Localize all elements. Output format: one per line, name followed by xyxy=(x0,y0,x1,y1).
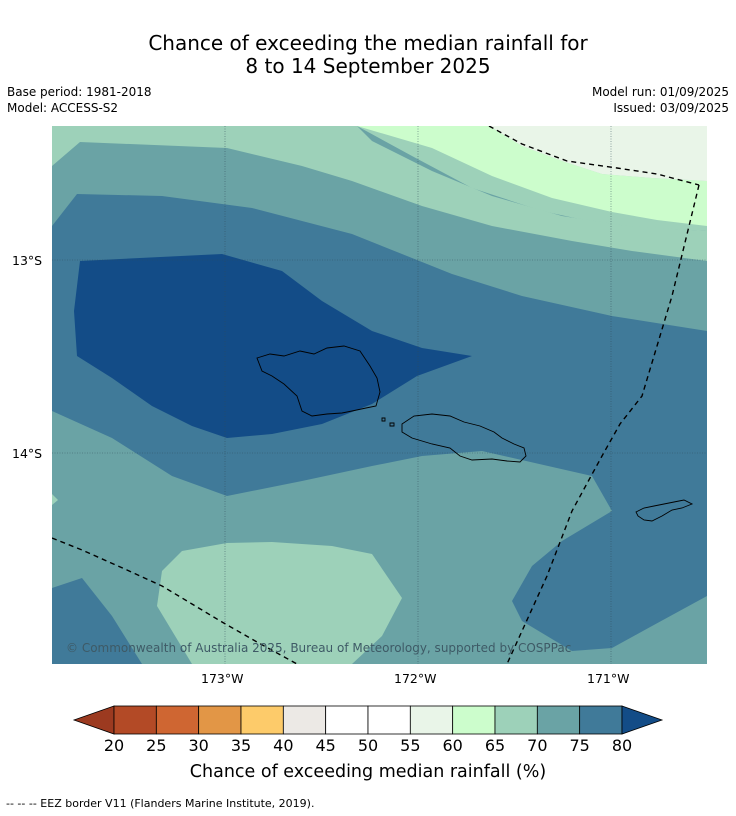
colorbar-extend-high xyxy=(621,705,664,735)
model-run: Model run: 01/09/2025 xyxy=(591,85,729,99)
lon-label-173w: 173°W xyxy=(201,671,244,686)
colorbar-cell xyxy=(240,705,284,735)
base-period: Base period: 1981-2018 xyxy=(7,85,152,99)
map-title-line2: 8 to 14 September 2025 xyxy=(245,54,491,78)
colorbar xyxy=(72,705,664,735)
copyright-notice: © Commonwealth of Australia 2025, Bureau… xyxy=(66,641,572,655)
zone-55-60 xyxy=(489,126,707,181)
colorbar-tick-label: 20 xyxy=(103,736,125,755)
colorbar-tick-label: 55 xyxy=(400,736,421,755)
colorbar-tick-label: 60 xyxy=(442,736,463,755)
colorbar-cell xyxy=(113,705,157,735)
colorbar-cell xyxy=(155,705,200,735)
zone-65-70-band xyxy=(52,126,707,261)
colorbar-tick-label: 45 xyxy=(315,736,336,755)
colorbar-tick-label: 70 xyxy=(527,736,548,755)
island-outlines xyxy=(256,345,694,522)
colorbar-cell xyxy=(536,705,581,735)
savaii-island xyxy=(256,345,381,417)
lat-label-13s: 13°S xyxy=(12,253,43,268)
colorbar-extend-low xyxy=(72,705,115,735)
eez-footnote: -- -- -- EEZ border V11 (Flanders Marine… xyxy=(6,797,315,810)
apolima-island xyxy=(389,422,395,427)
zone-above-80 xyxy=(74,254,472,438)
colorbar-cells xyxy=(72,705,664,735)
colorbar-tick-label: 50 xyxy=(357,736,379,755)
colorbar-cell xyxy=(579,705,623,735)
zone-edge-fragment xyxy=(52,494,58,505)
issued-date: Issued: 03/09/2025 xyxy=(613,101,729,115)
tutuila-island xyxy=(635,499,694,522)
colorbar-tick-label: 30 xyxy=(188,736,209,755)
lon-label-172w: 172°W xyxy=(394,671,437,686)
colorbar-cell xyxy=(494,705,538,735)
colorbar-tick-label: 40 xyxy=(273,736,294,755)
colorbar-tick-label: 80 xyxy=(611,736,633,755)
model-name: Model: ACCESS-S2 xyxy=(7,101,119,115)
rainfall-map xyxy=(52,126,707,664)
colorbar-tick-label: 35 xyxy=(230,736,252,755)
upolu-island xyxy=(401,413,527,463)
lat-label-14s: 14°S xyxy=(12,446,43,461)
zone-75-80-southwest xyxy=(52,578,142,664)
zone-65-70-south xyxy=(157,542,402,664)
colorbar-label: Chance of exceeding median rainfall (%) xyxy=(189,762,547,782)
colorbar-tick-label: 25 xyxy=(146,736,167,755)
colorbar-tick-label: 65 xyxy=(484,736,506,755)
graticule xyxy=(52,126,707,664)
lon-label-171w: 171°W xyxy=(587,671,630,686)
manono-island xyxy=(381,417,386,422)
colorbar-cell xyxy=(198,705,242,735)
colorbar-cell xyxy=(409,705,454,735)
map-panel: © Commonwealth of Australia 2025, Bureau… xyxy=(52,126,707,664)
colorbar-cell xyxy=(452,705,496,735)
colorbar-cell xyxy=(367,705,411,735)
colorbar-tick-label: 75 xyxy=(569,736,590,755)
map-title-line1: Chance of exceeding the median rainfall … xyxy=(148,31,588,55)
eez-borders xyxy=(52,126,700,664)
zone-60-65 xyxy=(357,126,707,226)
colorbar-cell xyxy=(282,705,327,735)
colorbar-cell xyxy=(325,705,369,735)
